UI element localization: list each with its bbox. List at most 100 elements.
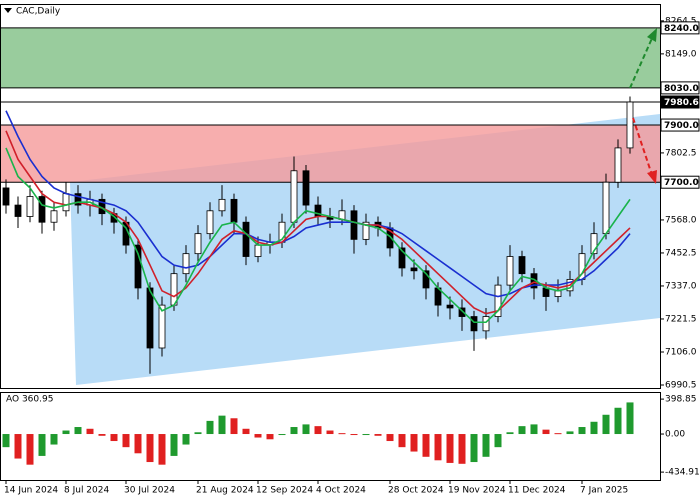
ao-bar	[626, 402, 634, 435]
candle-body	[590, 233, 598, 255]
ao-bar	[278, 434, 286, 436]
y-tick-label: 7221.5	[665, 314, 697, 324]
candle-body	[26, 196, 34, 217]
ao-bar	[290, 427, 298, 435]
moving-average	[5, 147, 631, 324]
x-tick-label: 28 Oct 2024	[388, 486, 444, 496]
ao-bar	[374, 434, 382, 436]
level-box	[660, 118, 700, 132]
x-tick-label: 12 Sep 2024	[256, 486, 313, 496]
candle-body	[62, 193, 70, 212]
chart-title: CAC,Daily	[16, 7, 61, 17]
ao-bar	[146, 434, 154, 463]
ao-bar	[590, 421, 598, 435]
candle-body	[182, 253, 190, 275]
candle-body	[158, 304, 166, 349]
ao-bar	[194, 432, 202, 435]
down-arrow-head	[647, 170, 657, 184]
ao-bar	[122, 434, 130, 448]
x-tick-label: 14 Jun 2024	[4, 486, 58, 496]
ao-bar	[62, 430, 70, 435]
candle-body	[362, 221, 370, 240]
ao-bar	[494, 434, 502, 448]
ao-bar	[506, 432, 514, 435]
ao-bar	[410, 434, 418, 452]
level-box	[660, 95, 700, 109]
x-tick-label: 30 Jul 2024	[124, 486, 175, 496]
x-tick-label: 7 Jan 2025	[580, 486, 628, 496]
candle-body	[206, 210, 214, 235]
ao-bar	[242, 428, 250, 435]
candle-body	[518, 256, 526, 275]
candle-body	[74, 193, 82, 206]
moving-average	[5, 130, 631, 315]
ao-bar	[134, 434, 142, 454]
y-tick-label: 6990.5	[665, 380, 697, 390]
ao-bar	[182, 434, 190, 445]
candle-body	[50, 210, 58, 223]
ao-bar	[2, 434, 10, 448]
ao-bar	[86, 428, 94, 435]
level-box	[660, 81, 700, 95]
ao-bar	[98, 434, 106, 436]
ao-bar	[38, 434, 46, 456]
candle-body	[422, 270, 430, 289]
ao-bar	[482, 434, 490, 457]
level-label: 7700.0	[664, 178, 699, 188]
ao-bar	[350, 434, 358, 436]
ao-bar	[554, 433, 562, 435]
candle-body	[602, 181, 610, 235]
symbol-icon	[4, 8, 12, 13]
ao-bar	[50, 434, 58, 445]
candle-body	[230, 198, 238, 223]
ao-bar	[326, 430, 334, 435]
level-label: 8030.0	[664, 84, 699, 94]
ao-bar	[74, 427, 82, 435]
candle-body	[494, 284, 502, 317]
main-panel-border	[0, 4, 661, 389]
ao-bar	[362, 434, 370, 436]
candle-body	[626, 101, 634, 149]
ao-bar	[386, 434, 394, 442]
ao-bar	[398, 434, 406, 448]
ao-bar	[614, 407, 622, 435]
candle-body	[458, 307, 466, 317]
ao-bar	[458, 434, 466, 464]
candle-body	[2, 187, 10, 206]
ao-bar	[170, 434, 178, 456]
level-box	[660, 175, 700, 189]
candle-body	[302, 170, 310, 206]
candle-body	[410, 267, 418, 272]
x-tick-label: 21 Aug 2024	[196, 486, 254, 496]
y-tick-label: 7452.5	[665, 248, 697, 258]
candle-body	[446, 304, 454, 309]
y-tick-label: 8149.0	[665, 49, 697, 59]
ao-bar	[230, 418, 238, 435]
x-tick-label: 11 Dec 2024	[508, 486, 566, 496]
x-tick-label: 19 Nov 2024	[448, 486, 506, 496]
ao-panel-border	[0, 392, 661, 481]
ao-bar	[338, 433, 346, 435]
candle-body	[194, 233, 202, 255]
candle-body	[506, 256, 514, 286]
y-tick-label: 398.85	[665, 395, 697, 405]
candle-body	[218, 198, 226, 212]
ao-bar	[158, 434, 166, 465]
ao-bar	[218, 415, 226, 435]
ao-bar	[422, 434, 430, 457]
ao-bar	[470, 434, 478, 463]
y-tick-label: 0.00	[665, 430, 685, 440]
candle-body	[398, 247, 406, 269]
y-tick-label: 7337.0	[665, 281, 697, 291]
candle-body	[14, 204, 22, 217]
level-label: 7900.0	[664, 121, 699, 131]
candle-body	[242, 221, 250, 257]
ao-bar	[254, 434, 262, 438]
ao-bar	[602, 414, 610, 435]
ao-title: AO 360.95	[6, 395, 53, 405]
level-label: 7980.6	[664, 98, 699, 108]
candle-body	[290, 170, 298, 223]
moving-average	[5, 110, 631, 298]
candle-body	[134, 244, 142, 289]
